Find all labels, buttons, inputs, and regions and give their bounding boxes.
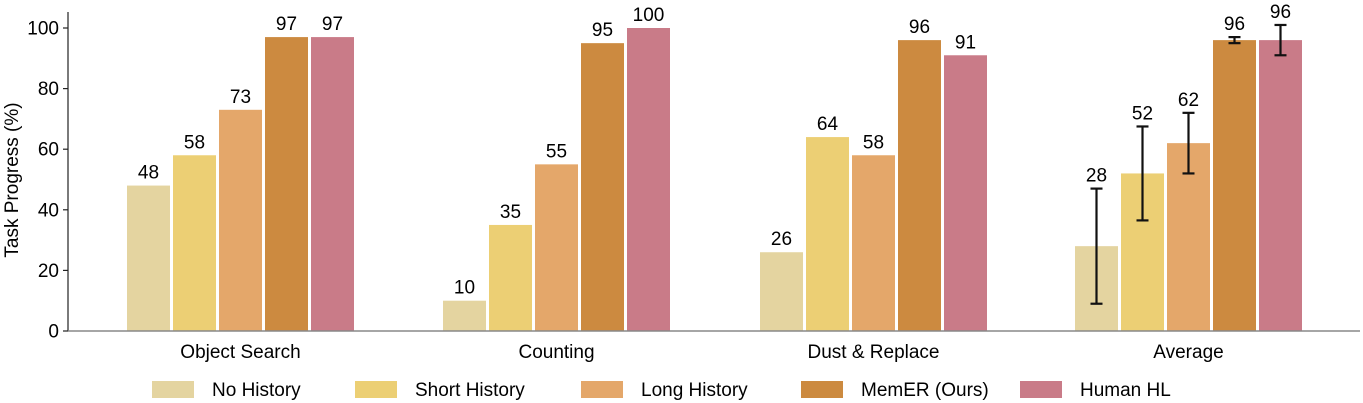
bars: 48 58 73 97 97 10 35 55 95 100 26 64 58 96 91 28 52 62 96 9… [127, 2, 1302, 332]
data-label: 100 [633, 5, 665, 26]
legend-swatch [355, 381, 397, 398]
data-label: 28 [1086, 166, 1107, 187]
legend-swatch [1020, 381, 1062, 398]
x-axis: Object Search Counting Dust & Replace Avera… [68, 330, 1360, 363]
data-label: 26 [771, 229, 792, 250]
legend-label: Short History [415, 380, 525, 401]
bar [127, 185, 170, 331]
legend-item: MemER (Ours) [801, 380, 989, 401]
bar [219, 109, 262, 331]
y-axis-label: Task Progress (%) [2, 102, 23, 257]
data-label: 96 [1270, 2, 1291, 23]
bar [443, 300, 486, 331]
legend: No History Short History Long History MemER… [152, 380, 1171, 401]
legend-label: No History [212, 380, 301, 401]
legend-swatch [581, 381, 623, 398]
x-tick-label: Average [1153, 342, 1223, 363]
bar [173, 155, 216, 331]
bar [852, 155, 895, 331]
data-label: 52 [1132, 103, 1153, 124]
data-label: 64 [817, 114, 839, 135]
y-tick-label: 80 [38, 79, 59, 100]
data-label: 10 [454, 278, 475, 299]
x-tick-label: Counting [518, 342, 594, 363]
data-label: 55 [546, 141, 567, 162]
legend-item: No History [152, 380, 301, 401]
bar [311, 37, 354, 332]
data-label: 96 [909, 17, 930, 38]
x-tick-label: Object Search [180, 342, 300, 363]
data-label: 97 [276, 14, 297, 35]
bar [535, 164, 578, 331]
data-label: 96 [1224, 14, 1245, 35]
bar [944, 55, 987, 332]
y-tick-label: 0 [48, 322, 59, 343]
legend-item: Human HL [1020, 380, 1171, 401]
bar [806, 137, 849, 331]
legend-label: Long History [641, 380, 748, 401]
legend-swatch [801, 381, 843, 398]
data-label: 91 [955, 32, 976, 53]
bar [1213, 40, 1256, 332]
bar-group: 48 58 73 97 97 [127, 14, 354, 332]
bar-group: 10 35 55 95 100 [443, 5, 670, 332]
bar-group: 28 52 62 96 96 [1075, 2, 1302, 332]
bar-group: 26 64 58 96 91 [760, 17, 987, 332]
legend-label: MemER (Ours) [861, 380, 989, 401]
data-label: 97 [322, 14, 343, 35]
legend-item: Long History [581, 380, 748, 401]
bar [760, 252, 803, 331]
legend-item: Short History [355, 380, 525, 401]
y-axis: 0 20 40 60 80 100 [27, 12, 69, 343]
bar [581, 43, 624, 332]
data-label: 73 [230, 87, 251, 108]
bar [489, 224, 532, 331]
bar [898, 40, 941, 332]
bar [627, 28, 670, 331]
data-label: 58 [184, 132, 205, 153]
y-tick-label: 40 [38, 200, 59, 221]
data-label: 48 [138, 163, 159, 184]
bar [1259, 40, 1302, 332]
data-label: 95 [592, 20, 613, 41]
y-tick-label: 100 [27, 19, 59, 40]
legend-label: Human HL [1080, 380, 1171, 401]
legend-swatch [152, 381, 194, 398]
data-label: 58 [863, 132, 884, 153]
y-tick-label: 60 [38, 140, 59, 161]
x-tick-label: Dust & Replace [807, 342, 939, 363]
y-tick-label: 20 [38, 261, 59, 282]
data-label: 35 [500, 202, 521, 223]
data-label: 62 [1178, 90, 1199, 111]
bar [265, 37, 308, 332]
